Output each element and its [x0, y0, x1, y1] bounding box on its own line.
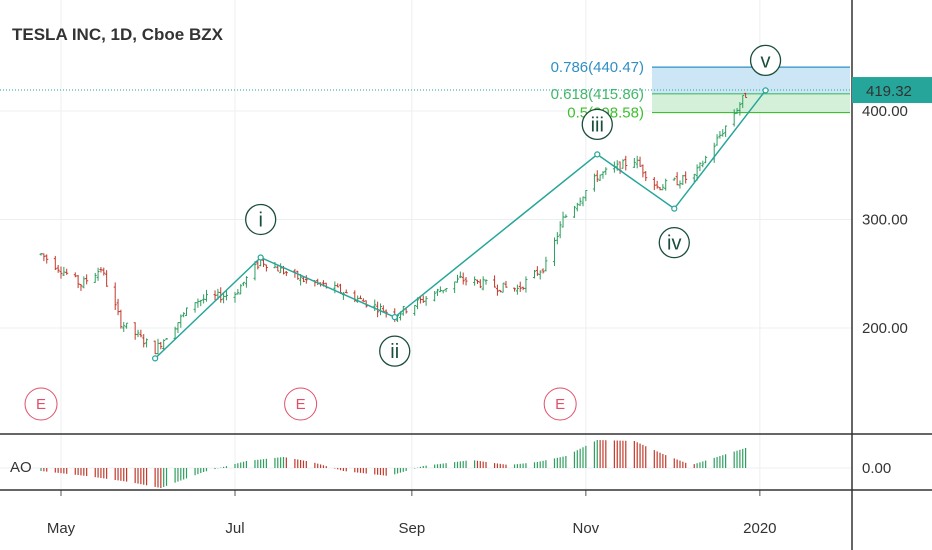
wave-label-circle — [658, 226, 690, 259]
chart-title: TESLA INC, 1D, Cboe BZX — [12, 25, 224, 44]
last-price-badge — [852, 77, 932, 104]
earnings-event-label: E — [296, 396, 306, 413]
x-tick-label: Sep — [399, 520, 426, 537]
wave-pivot — [762, 87, 769, 94]
elliott-wave-lines — [152, 87, 769, 362]
x-tick-label: May — [47, 520, 76, 537]
wave-label-iv: iv — [667, 233, 681, 255]
wave-pivot — [671, 205, 678, 212]
fib-level-label: 0.786(440.47) — [551, 59, 644, 76]
wave-pivot — [594, 151, 601, 158]
y-tick-label: 300.00 — [862, 212, 908, 229]
x-tick-label: Jul — [225, 520, 244, 537]
candles — [39, 92, 748, 355]
ao-indicator-label: AO — [10, 459, 32, 476]
y-tick-label: 200.00 — [862, 320, 908, 337]
wave-label-circle — [581, 108, 613, 141]
ao-histogram — [40, 440, 747, 488]
earnings-event-circle — [284, 387, 318, 421]
wave-pivot — [391, 314, 398, 321]
fib-zone-lower — [652, 93, 850, 113]
wave-label-v: v — [761, 50, 771, 72]
earnings-event-label: E — [555, 396, 565, 413]
fib-zone-upper — [652, 67, 850, 94]
ao-tick-label: 0.00 — [862, 460, 891, 477]
wave-label-ii: ii — [390, 341, 399, 363]
last-price-label: 419.32 — [866, 83, 912, 100]
y-tick-label: 400.00 — [862, 103, 908, 120]
wave-label-iii: iii — [591, 114, 604, 136]
wave-pivot — [257, 254, 264, 261]
earnings-event-circle — [543, 387, 577, 421]
earnings-event-circle — [24, 387, 58, 421]
x-tick-label: 2020 — [743, 520, 776, 537]
wave-pivot — [152, 355, 159, 362]
wave-path — [154, 89, 767, 359]
fib-zone: 0.786(440.47)0.618(415.86)0.5(398.58) — [0, 59, 852, 122]
fib-level-label: 0.618(415.86) — [551, 86, 644, 103]
wave-label-i: i — [258, 209, 262, 231]
wave-label-circle — [245, 203, 277, 236]
x-tick-label: Nov — [573, 520, 600, 537]
wave-label-circle — [749, 44, 782, 77]
wave-label-circle — [379, 335, 411, 367]
earnings-event-label: E — [36, 396, 46, 413]
